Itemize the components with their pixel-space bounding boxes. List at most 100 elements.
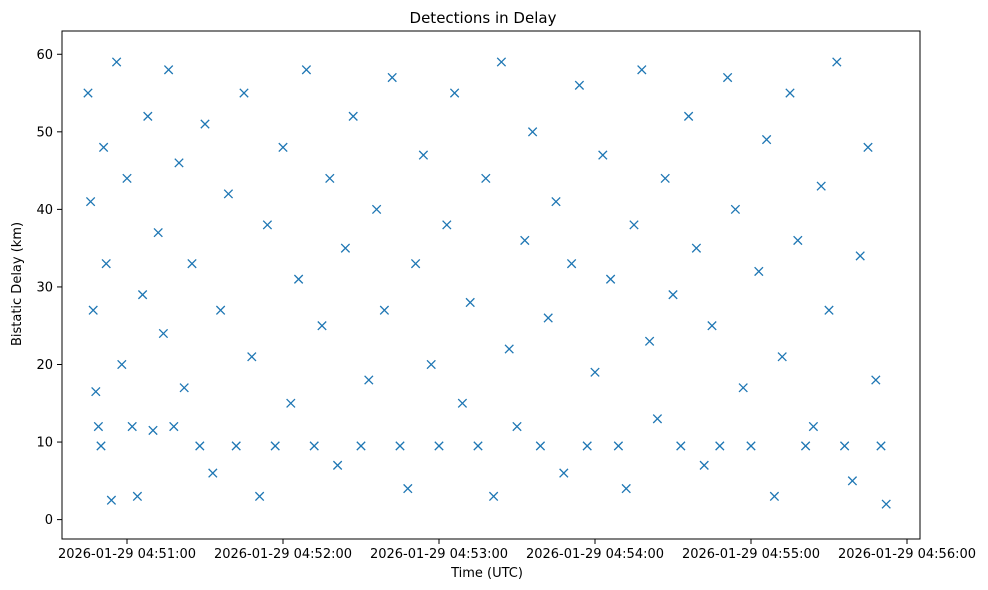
data-point-marker: [465, 297, 475, 308]
data-point-marker: [143, 111, 153, 121]
data-point-marker: [254, 491, 265, 502]
data-point-marker: [582, 441, 592, 451]
data-point-marker: [707, 321, 717, 331]
y-axis-label: Bistatic Delay (km): [10, 222, 25, 346]
data-point-marker: [174, 158, 184, 168]
data-point-marker: [644, 336, 655, 346]
data-point-marker: [418, 150, 429, 160]
data-point-marker: [683, 111, 694, 121]
data-point-marker: [816, 181, 826, 191]
data-point-marker: [722, 72, 733, 83]
data-point-marker: [839, 441, 850, 451]
data-point-marker: [286, 398, 296, 408]
data-point-marker: [520, 235, 530, 246]
data-point-marker: [566, 259, 577, 269]
data-point-marker: [613, 441, 624, 451]
data-point-marker: [754, 266, 764, 277]
data-point-marker: [309, 441, 319, 451]
y-tick-label: 30: [36, 280, 53, 295]
data-point-marker: [364, 375, 374, 385]
y-tick-label: 40: [36, 203, 53, 218]
data-point-marker: [551, 196, 561, 207]
data-point-marker: [215, 305, 226, 315]
data-point-marker: [761, 134, 772, 145]
x-tick-label: 2026-01-29 04:52:00: [214, 547, 352, 562]
data-point-marker: [504, 344, 514, 354]
data-point-marker: [824, 305, 834, 315]
data-point-marker: [387, 72, 397, 83]
data-point-marker: [871, 375, 881, 385]
data-point-marker: [808, 421, 819, 432]
data-point-marker: [117, 359, 127, 370]
data-point-marker: [127, 421, 137, 432]
data-point-marker: [403, 483, 413, 494]
data-point-marker: [481, 173, 491, 184]
data-point-marker: [785, 88, 795, 98]
x-tick-label: 2026-01-29 04:53:00: [370, 547, 508, 562]
data-point-marker: [496, 57, 507, 67]
data-point-marker: [559, 468, 569, 478]
data-point-marker: [132, 491, 143, 502]
y-tick-label: 50: [36, 125, 53, 140]
data-point-marker: [223, 189, 234, 199]
data-point-marker: [179, 383, 189, 393]
data-point-marker: [410, 259, 421, 269]
data-point-marker: [208, 468, 218, 478]
data-point-marker: [101, 259, 111, 269]
data-point-marker: [621, 483, 631, 494]
y-tick-label: 60: [36, 48, 53, 63]
data-point-marker: [379, 305, 390, 315]
data-point-marker: [832, 57, 842, 67]
data-point-marker: [163, 65, 174, 75]
data-point-marker: [847, 476, 858, 486]
data-point-marker: [169, 421, 179, 432]
data-point-marker: [158, 328, 169, 339]
data-point-marker: [395, 441, 405, 451]
chart-title: Detections in Delay: [410, 9, 557, 27]
data-point-marker: [793, 235, 803, 246]
data-point-marker: [473, 441, 483, 451]
data-point-marker: [434, 441, 444, 451]
data-point-marker: [738, 383, 748, 393]
data-point-marker: [85, 196, 96, 207]
data-point-marker: [769, 491, 780, 502]
data-point-marker: [777, 352, 787, 362]
y-tick-label: 10: [36, 436, 53, 451]
data-point-marker: [98, 142, 109, 152]
data-point-marker: [148, 425, 158, 436]
data-point-marker: [83, 88, 93, 98]
data-point-marker: [137, 290, 148, 300]
data-point-marker: [605, 274, 616, 284]
data-point-marker: [715, 441, 725, 451]
data-point-marker: [91, 386, 101, 397]
x-tick-label: 2026-01-29 04:56:00: [838, 547, 976, 562]
x-axis-label: Time (UTC): [450, 566, 523, 581]
data-point-marker: [590, 367, 600, 377]
data-point-marker: [637, 65, 647, 75]
data-point-marker: [88, 305, 98, 315]
data-point-marker: [876, 441, 886, 451]
data-point-marker: [356, 441, 366, 451]
data-point-marker: [106, 495, 117, 505]
x-tick-label: 2026-01-29 04:55:00: [682, 547, 820, 562]
y-axis: 0 10 20 30 40 50 60: [36, 48, 62, 528]
y-tick-label: 20: [36, 358, 53, 373]
data-point-marker: [301, 65, 312, 75]
data-point-marker: [293, 274, 304, 284]
data-point-marker: [730, 204, 741, 215]
data-point-marker: [122, 173, 132, 184]
data-point-marker: [488, 491, 499, 502]
x-tick-label: 2026-01-29 04:54:00: [526, 547, 664, 562]
data-point-marker: [442, 220, 452, 230]
data-point-marker: [676, 441, 686, 451]
data-point-marker: [691, 243, 702, 253]
data-point-marker: [574, 80, 585, 90]
data-point-marker: [598, 150, 608, 160]
data-point-marker: [317, 321, 327, 331]
data-point-marker: [231, 441, 241, 451]
data-point-marker: [340, 243, 351, 253]
data-point-marker: [426, 359, 436, 370]
data-point-marker: [457, 398, 468, 408]
data-point-marker: [855, 251, 865, 261]
